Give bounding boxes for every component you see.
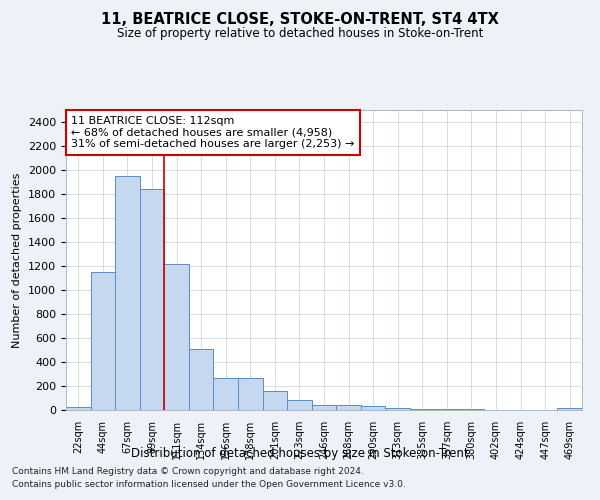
Bar (361, 406, 385, 410)
Bar (557, 408, 582, 410)
Bar (189, 349, 214, 410)
Bar (263, 392, 287, 410)
Text: 11 BEATRICE CLOSE: 112sqm
← 68% of detached houses are smaller (4,958)
31% of se: 11 BEATRICE CLOSE: 112sqm ← 68% of detac… (71, 116, 355, 149)
Bar (238, 378, 263, 410)
Text: Size of property relative to detached houses in Stoke-on-Trent: Size of property relative to detached ho… (117, 28, 483, 40)
Y-axis label: Number of detached properties: Number of detached properties (13, 172, 22, 348)
Bar (164, 264, 189, 410)
Bar (312, 404, 336, 410)
Bar (91, 272, 115, 410)
Text: Contains public sector information licensed under the Open Government Licence v3: Contains public sector information licen… (12, 480, 406, 489)
Bar (385, 408, 410, 410)
Bar (66, 407, 91, 410)
Bar (287, 400, 312, 410)
Text: Contains HM Land Registry data © Crown copyright and database right 2024.: Contains HM Land Registry data © Crown c… (12, 467, 364, 476)
Text: 11, BEATRICE CLOSE, STOKE-ON-TRENT, ST4 4TX: 11, BEATRICE CLOSE, STOKE-ON-TRENT, ST4 … (101, 12, 499, 28)
Bar (140, 189, 164, 410)
Bar (434, 409, 459, 410)
Bar (115, 176, 140, 410)
Bar (336, 404, 361, 410)
Bar (410, 409, 434, 410)
Text: Distribution of detached houses by size in Stoke-on-Trent: Distribution of detached houses by size … (131, 448, 469, 460)
Bar (214, 378, 238, 410)
